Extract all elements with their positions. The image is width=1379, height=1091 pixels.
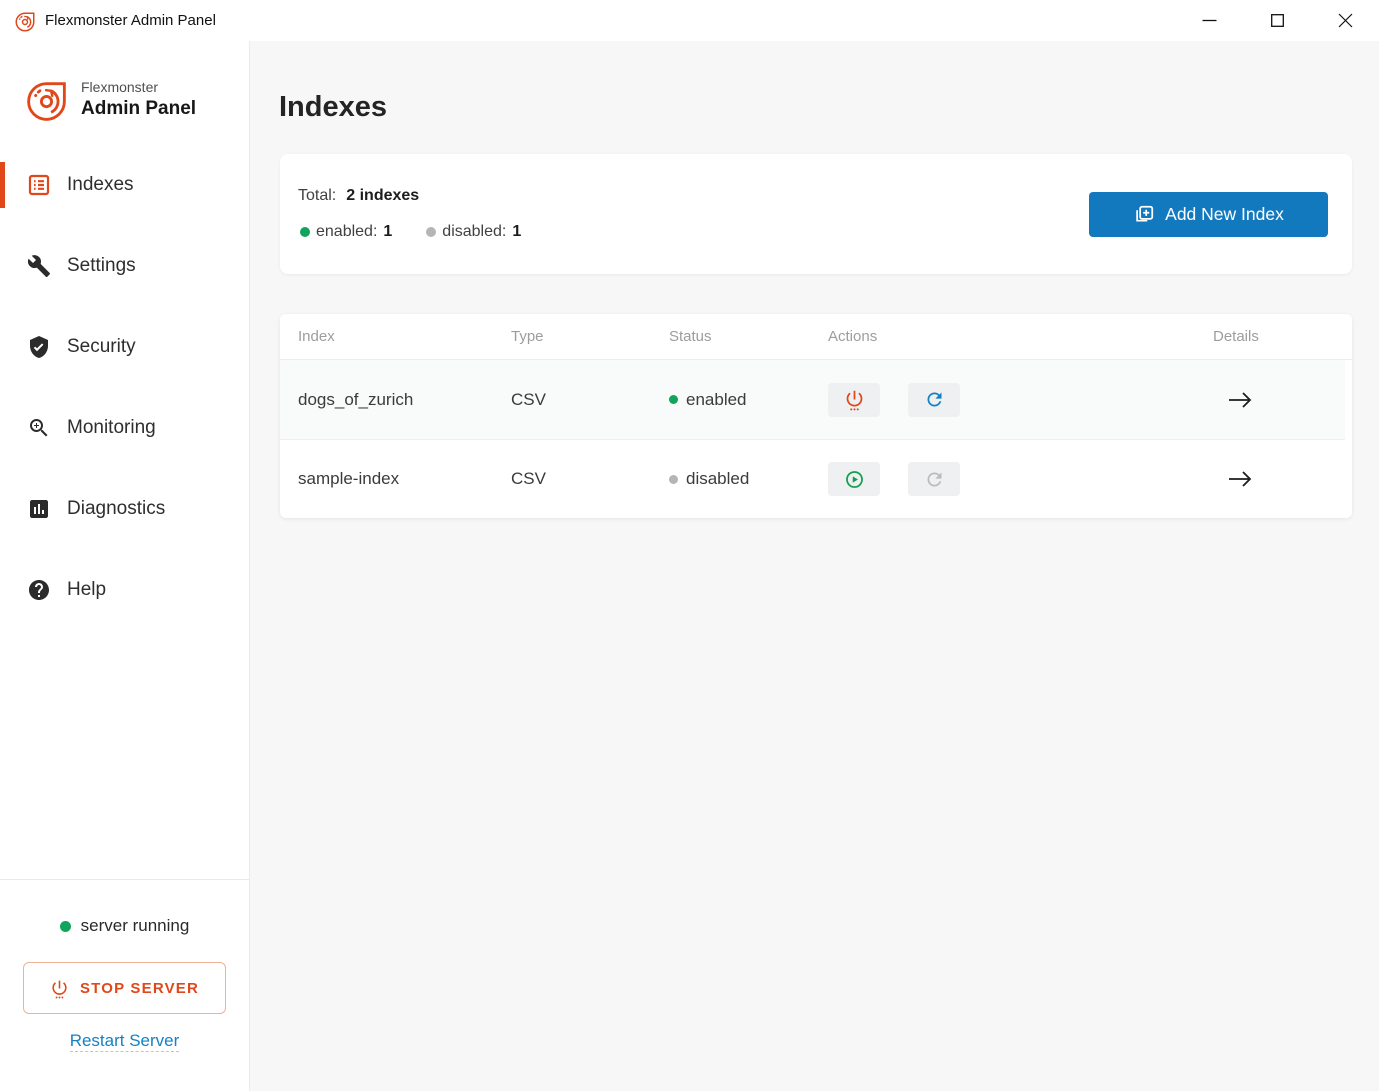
- logo-title-text: Admin Panel: [81, 98, 197, 119]
- server-panel: server running STOP SERVER Restart Serve…: [0, 879, 249, 1091]
- sidebar: Flexmonster Admin Panel Indexes Settings: [0, 41, 250, 1091]
- disabled-label: disabled:: [442, 223, 507, 240]
- logo-brand-text: Flexmonster: [81, 79, 159, 95]
- sidebar-item-security[interactable]: Security: [0, 306, 249, 387]
- sidebar-nav: Indexes Settings Security Monitoring Dia…: [0, 144, 249, 630]
- total-label: Total:: [298, 187, 337, 204]
- close-icon[interactable]: [1311, 0, 1379, 41]
- refresh-index-button[interactable]: [908, 382, 960, 417]
- table-row: dogs_of_zurich CSV enabled: [280, 360, 1352, 439]
- status-text: enabled: [686, 389, 747, 409]
- power-off-icon: [846, 390, 862, 411]
- bar-chart-icon: [27, 497, 51, 521]
- server-status: server running: [0, 916, 249, 936]
- page-title: Indexes: [279, 91, 387, 123]
- sidebar-item-diagnostics[interactable]: Diagnostics: [0, 468, 249, 549]
- total-value: 2 indexes: [346, 187, 420, 204]
- sidebar-item-label: Settings: [67, 254, 136, 276]
- sidebar-item-indexes[interactable]: Indexes: [0, 144, 249, 225]
- play-circle-icon: [845, 470, 863, 488]
- stop-server-button[interactable]: STOP SERVER: [23, 962, 226, 1014]
- index-type: CSV: [511, 389, 546, 409]
- maximize-icon[interactable]: [1243, 0, 1311, 41]
- status-text: disabled: [686, 469, 750, 488]
- flexmonster-logo: [27, 82, 66, 121]
- sidebar-item-settings[interactable]: Settings: [0, 225, 249, 306]
- status-dot-disabled: [669, 474, 678, 484]
- index-name: dogs_of_zurich: [298, 389, 414, 409]
- sidebar-item-help[interactable]: Help: [0, 549, 249, 630]
- title-bar: Flexmonster Admin Panel: [0, 0, 1379, 41]
- index-type: CSV: [511, 469, 546, 488]
- window-controls: [1175, 0, 1379, 41]
- sidebar-item-label: Security: [67, 335, 136, 357]
- sidebar-item-label: Indexes: [67, 173, 134, 195]
- shield-check-icon: [27, 335, 51, 359]
- enabled-label: enabled:: [316, 223, 378, 240]
- list-box-icon: [27, 173, 51, 197]
- question-circle-icon: [27, 578, 51, 602]
- column-header-index: Index: [298, 328, 335, 345]
- refresh-index-button-disabled[interactable]: [908, 462, 960, 496]
- flexmonster-logo-icon: [15, 12, 35, 31]
- disabled-count: 1: [512, 223, 522, 240]
- sidebar-logo: Flexmonster Admin Panel: [0, 41, 249, 124]
- server-status-text: server running: [80, 916, 190, 935]
- summary-card: Total: 2 indexes enabled: 1 disabled: 1 …: [280, 154, 1352, 274]
- sidebar-item-label: Diagnostics: [67, 497, 166, 519]
- arrow-right-icon[interactable]: [1227, 390, 1253, 410]
- refresh-icon-disabled: [927, 472, 941, 486]
- index-name: sample-index: [298, 469, 400, 488]
- disable-index-button[interactable]: [828, 382, 880, 417]
- refresh-icon: [927, 392, 941, 407]
- enabled-dot: [300, 227, 310, 237]
- table-header-row: Index Type Status Actions Details: [280, 314, 1352, 360]
- sidebar-item-label: Monitoring: [67, 416, 156, 438]
- power-icon: [52, 980, 67, 998]
- minimize-icon[interactable]: [1175, 0, 1243, 41]
- column-header-actions: Actions: [828, 328, 878, 345]
- main-content: Indexes Total: 2 indexes enabled: 1 disa…: [250, 41, 1379, 1091]
- indexes-table: Index Type Status Actions Details dogs_o…: [280, 314, 1352, 518]
- add-index-icon: [1136, 205, 1154, 222]
- magnifier-plus-icon: [27, 416, 51, 440]
- sidebar-item-monitoring[interactable]: Monitoring: [0, 387, 249, 468]
- column-header-details: Details: [1213, 328, 1259, 345]
- window-title: Flexmonster Admin Panel: [45, 12, 216, 29]
- server-status-dot: [59, 920, 71, 932]
- sidebar-item-label: Help: [67, 578, 107, 600]
- status-dot-enabled: [669, 395, 678, 404]
- arrow-right-icon[interactable]: [1227, 469, 1253, 489]
- active-indicator: [0, 161, 5, 208]
- wrench-icon: [27, 254, 51, 278]
- table-row: sample-index CSV disabled: [280, 439, 1352, 518]
- enable-index-button[interactable]: [828, 462, 880, 496]
- stop-server-label: STOP SERVER: [79, 979, 200, 997]
- add-new-index-button[interactable]: Add New Index: [1089, 192, 1328, 237]
- add-new-index-label: Add New Index: [1165, 204, 1284, 224]
- enabled-count: 1: [383, 223, 393, 240]
- restart-server-link[interactable]: Restart Server: [69, 1031, 180, 1052]
- disabled-dot: [426, 227, 437, 237]
- column-header-type: Type: [511, 328, 544, 345]
- column-header-status: Status: [669, 328, 712, 345]
